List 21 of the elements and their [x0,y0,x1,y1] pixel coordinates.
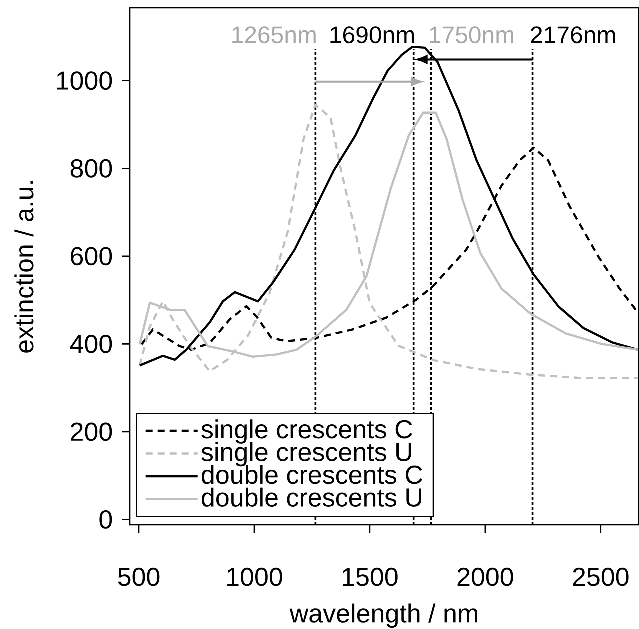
x-tick-label: 2500 [573,568,629,586]
y-tick-label: 1000 [57,72,112,90]
x-axis-title: wavelength / nm [290,604,478,628]
ref-line-label: 1265nm [232,26,316,44]
y-tick-label: 800 [70,159,112,178]
ref-line-label: 1690nm [330,26,414,44]
y-tick-label: 400 [70,334,112,354]
legend-label: single crescents C [202,420,412,444]
x-tick-label: 1000 [228,568,282,586]
y-tick-label: 0 [100,510,112,529]
legend-label: double crescents C [202,465,422,484]
x-tick-label: 2000 [458,568,514,586]
x-tick-label: 1500 [343,568,398,586]
legend-label: single crescents U [202,442,412,467]
ref-line-label: 1750nm [430,26,514,44]
y-axis-title: extinction / a.u. [14,181,34,353]
legend-label: double crescents U [202,488,422,507]
y-tick-label: 600 [71,247,112,266]
ref-line-label: 2176nm [531,26,616,44]
y-tick-label: 200 [71,422,112,442]
x-tick-label: 500 [118,568,160,586]
